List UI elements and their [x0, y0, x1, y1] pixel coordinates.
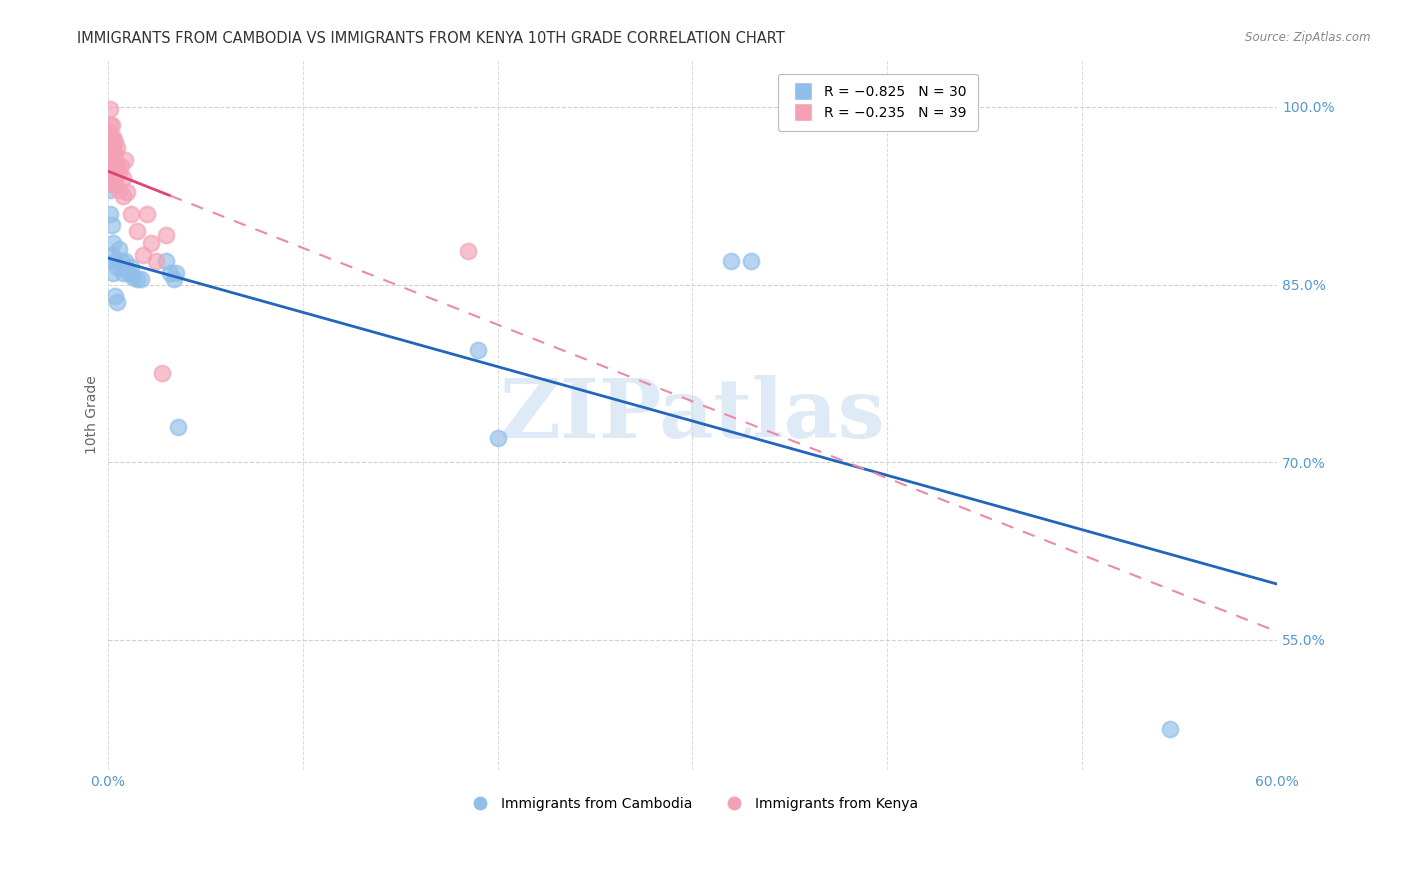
Point [100, 173, 122, 187]
Point [125, 224, 148, 238]
Point [110, 159, 132, 173]
Point [129, 271, 152, 285]
Point [740, 253, 762, 268]
Point [159, 266, 181, 280]
Point [98, 129, 121, 144]
Legend: Immigrants from Cambodia, Immigrants from Kenya: Immigrants from Cambodia, Immigrants fro… [461, 791, 924, 816]
Point [108, 242, 131, 256]
Point [115, 185, 138, 199]
Point [100, 118, 122, 132]
Point [457, 244, 479, 259]
Point [103, 153, 125, 168]
Point [103, 141, 125, 155]
Point [110, 253, 132, 268]
Point [120, 260, 142, 274]
Point [1159, 722, 1181, 736]
Point [103, 236, 125, 251]
Point [104, 147, 127, 161]
Point [150, 367, 173, 381]
Point [122, 270, 145, 285]
Point [105, 260, 128, 274]
Point [114, 153, 136, 168]
Point [98, 141, 121, 155]
Point [98, 153, 121, 168]
Point [112, 188, 135, 202]
Point [104, 289, 127, 303]
Text: IMMIGRANTS FROM CAMBODIA VS IMMIGRANTS FROM KENYA 10TH GRADE CORRELATION CHART: IMMIGRANTS FROM CAMBODIA VS IMMIGRANTS F… [77, 31, 785, 46]
Point [104, 171, 127, 186]
Point [100, 248, 122, 262]
Point [132, 248, 155, 262]
Text: Source: ZipAtlas.com: Source: ZipAtlas.com [1246, 31, 1371, 45]
Point [97, 123, 120, 137]
Point [165, 266, 187, 280]
Point [104, 136, 127, 150]
Point [98, 177, 121, 191]
Point [467, 343, 489, 357]
Point [97, 133, 120, 147]
Point [105, 141, 128, 155]
Point [112, 266, 135, 280]
Point [163, 271, 186, 285]
Point [103, 266, 125, 280]
Point [98, 206, 121, 220]
Point [155, 253, 177, 268]
Text: ZIPatlas: ZIPatlas [499, 375, 886, 455]
Point [139, 236, 162, 251]
Point [103, 129, 125, 144]
Point [155, 227, 177, 242]
Point [166, 419, 188, 434]
Point [108, 165, 131, 179]
Point [100, 147, 122, 161]
Point [118, 266, 141, 280]
Point [100, 161, 122, 176]
Point [115, 263, 138, 277]
Point [720, 253, 742, 268]
Point [98, 118, 121, 132]
Point [135, 206, 157, 220]
Point [105, 159, 128, 173]
Point [125, 271, 148, 285]
Point [145, 253, 167, 268]
Point [486, 432, 509, 446]
Point [98, 183, 121, 197]
Point [100, 133, 122, 147]
Point [104, 253, 127, 268]
Point [103, 177, 125, 191]
Point [108, 183, 131, 197]
Point [120, 206, 142, 220]
Point [105, 295, 128, 310]
Point [112, 171, 135, 186]
Point [98, 103, 121, 117]
Point [100, 219, 122, 233]
Point [98, 165, 121, 179]
Point [114, 253, 136, 268]
Y-axis label: 10th Grade: 10th Grade [86, 376, 100, 454]
